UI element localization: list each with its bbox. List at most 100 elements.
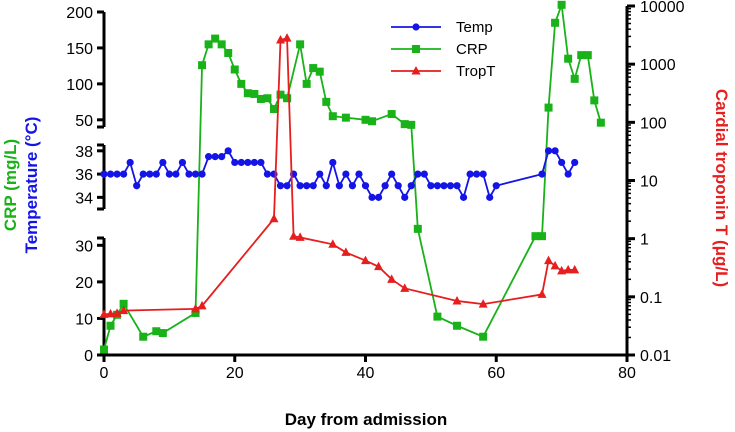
crp-marker [361,115,370,124]
tropt-marker [563,264,573,274]
crp-marker [198,61,207,70]
tropt-marker [478,299,488,308]
temp-marker [388,170,396,178]
crp-marker [577,51,586,60]
y-tick-label-crp-bottom: 0 [84,348,93,365]
temp-marker [191,170,200,178]
crp-marker [276,90,285,99]
temp-marker [551,147,559,155]
tropt-marker [400,283,410,292]
temp-marker [453,182,461,190]
legend-marker-tropt [411,66,421,75]
tropt-marker [106,308,116,318]
temp-marker [420,170,428,178]
temp-marker [139,170,147,178]
temp-marker [178,158,187,167]
temp-marker [466,170,474,178]
y-tick-label-right: 10000 [640,0,685,16]
y-axis-title-temperature: Temperature (°C) [22,117,41,254]
crp-marker [413,224,422,233]
temp-marker [185,170,193,178]
temp-marker [218,153,226,161]
temp-marker [113,170,121,178]
crp-marker [387,110,396,119]
legend: Temp CRP TropT [391,19,495,80]
crp-marker [296,40,305,49]
crp-marker [243,89,252,98]
temp-marker [165,170,173,178]
crp-marker [211,34,220,43]
tropt-marker [557,265,567,275]
temp-marker [427,182,435,190]
crp-marker [538,232,547,241]
temp-marker [224,147,232,155]
crp-marker [217,40,226,49]
crp-marker [564,54,573,63]
temp-marker [100,170,108,178]
crp-marker [328,112,337,121]
crp-marker [570,74,579,83]
series-layer [99,0,605,354]
y-tick-label-temperature: 36 [75,167,93,184]
temp-marker [159,158,167,167]
temp-marker [414,170,422,178]
temp-marker [152,170,160,178]
tropt-marker [361,255,370,265]
temp-marker [172,170,180,178]
x-tick-label: 0 [100,365,109,382]
temp-marker [564,170,572,178]
legend-label-tropt: TropT [456,63,495,80]
temp-marker [401,193,409,201]
temp-marker [329,158,337,167]
crp-marker [453,321,462,330]
x-tick-label: 60 [487,365,505,382]
temp-marker [361,182,370,190]
crp-marker [322,97,331,106]
crp-marker [596,118,605,127]
temp-marker [250,158,258,167]
y-tick-label-right: 10 [640,174,658,191]
crp-marker [400,120,409,129]
y-tick-label-crp-bottom: 20 [75,275,93,292]
temp-marker [368,193,376,201]
y-tick-label-crp-bottom: 10 [75,311,93,328]
temp-marker [492,182,500,190]
crp-marker [551,18,560,27]
crp-marker [250,89,259,98]
tropt-marker [282,33,292,42]
legend-marker-crp [412,45,420,53]
legend-marker-temp [412,23,420,31]
temp-marker [120,170,128,178]
crp-marker [531,232,540,241]
x-axis-title: Day from admission [285,410,448,429]
crp-marker [119,299,128,308]
temp-marker [257,158,265,167]
legend-label-temp: Temp [456,19,493,36]
crp-marker [309,64,318,73]
tropt-marker [112,308,122,317]
tropt-marker [119,305,129,315]
temp-marker [309,182,317,190]
temp-marker [316,170,324,178]
y-tick-label-crp-top: 200 [66,5,93,22]
crp-marker [230,65,239,74]
tropt-marker [570,264,580,274]
crp-marker [315,67,324,76]
temp-marker [538,170,546,178]
crp-marker [407,120,416,129]
temp-marker [244,158,252,167]
tropt-marker [197,300,207,310]
temp-marker [237,158,245,167]
y-tick-label-temperature: 34 [75,190,93,207]
crp-marker [152,327,161,336]
y-tick-label-right: 0.01 [640,348,671,365]
crp-marker [158,329,167,338]
crp-marker [191,308,200,317]
y-tick-label-crp-top: 100 [66,77,93,94]
temp-marker [394,182,402,190]
temp-marker [544,147,553,155]
legend-label-crp: CRP [456,41,488,58]
tropt-marker [452,295,462,305]
temp-marker [263,170,272,178]
tropt-marker [387,274,397,283]
